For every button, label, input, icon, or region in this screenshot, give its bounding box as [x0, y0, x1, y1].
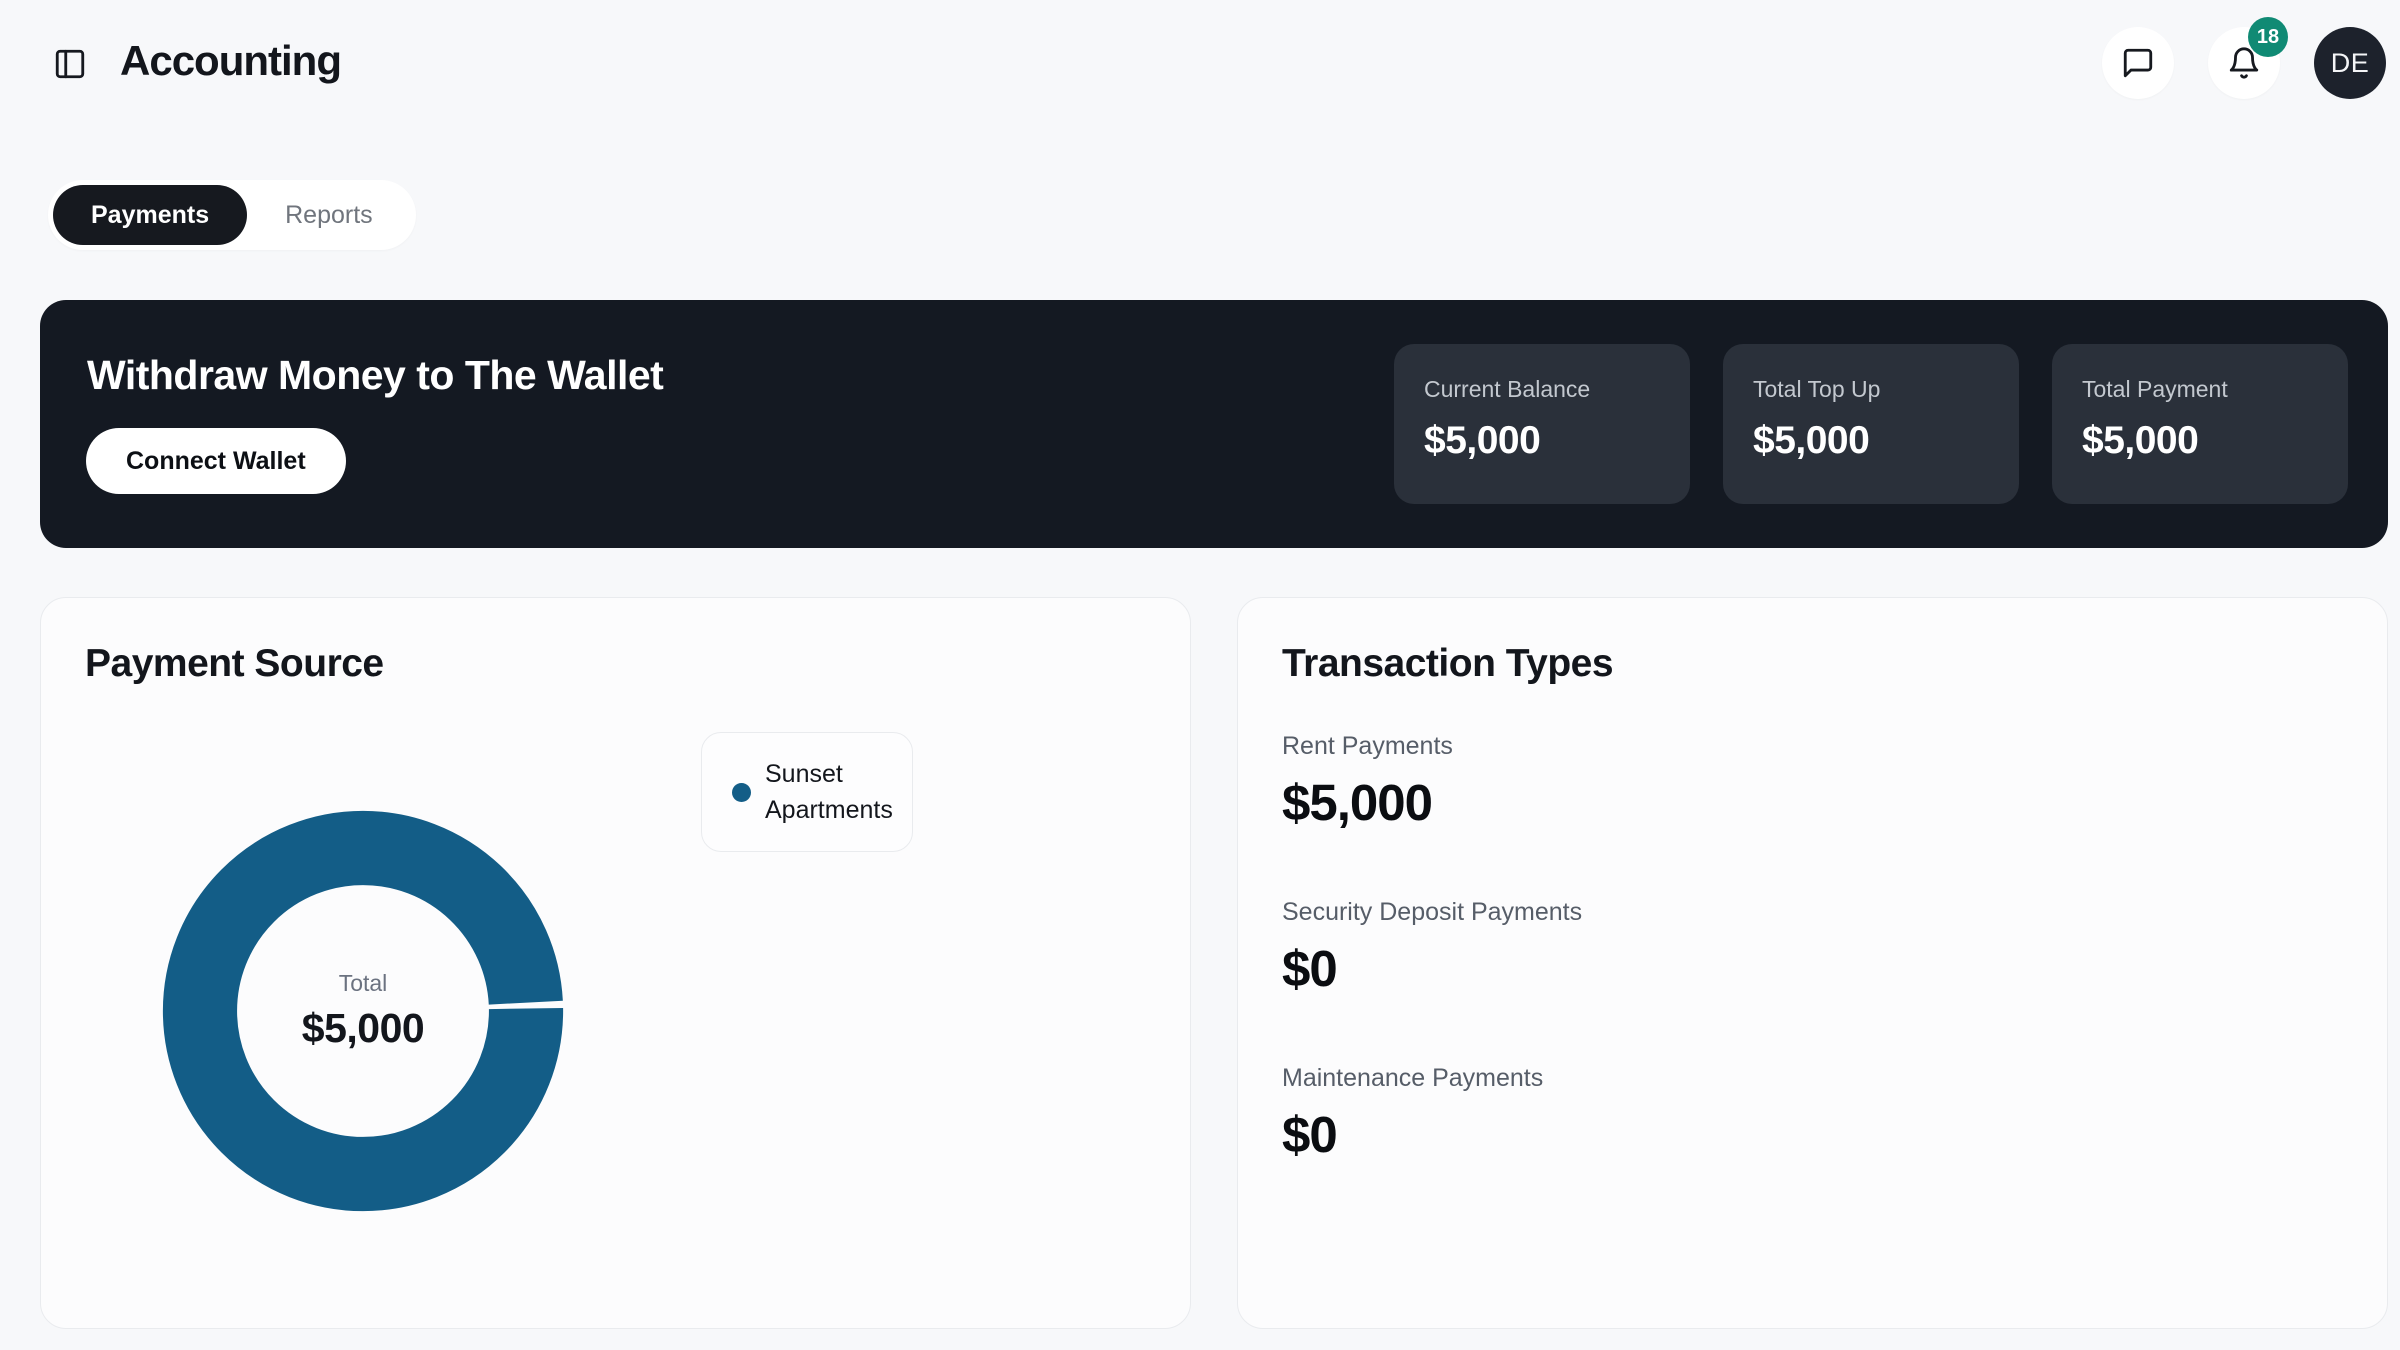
donut-total-value: $5,000 [301, 1005, 425, 1051]
payment-source-card: Payment Source Total $5,000 Sunset Apart… [40, 597, 1191, 1329]
transaction-types-card: Transaction Types Rent Payments $5,000 S… [1237, 597, 2388, 1329]
txn-value: $5,000 [1282, 774, 1433, 831]
tab-bar: Payments Reports [48, 180, 416, 250]
stat-label: Total Payment [2082, 376, 2228, 402]
wallet-banner: Withdraw Money to The Wallet Connect Wal… [40, 300, 2388, 548]
chart-legend: Sunset Apartments [701, 732, 913, 852]
txn-row-rent-payments: Rent Payments $5,000 [1282, 732, 2343, 832]
notifications: 18 [2208, 17, 2288, 99]
notification-badge: 18 [2248, 17, 2288, 57]
chat-bubble-icon [2121, 46, 2155, 80]
payment-source-donut-chart: Total $5,000 [158, 806, 568, 1216]
banner-title: Withdraw Money to The Wallet [87, 352, 664, 398]
sidebar-toggle-button[interactable] [50, 44, 90, 84]
connect-wallet-button[interactable]: Connect Wallet [86, 428, 346, 494]
transaction-type-list: Rent Payments $5,000 Security Deposit Pa… [1282, 732, 2343, 1230]
banner-stats: Current Balance $5,000 Total Top Up $5,0… [1394, 344, 2348, 504]
payment-source-title: Payment Source [85, 642, 384, 685]
header: Accounting 18 [0, 0, 2400, 126]
txn-label: Maintenance Payments [1282, 1064, 1544, 1092]
legend-label: Sunset Apartments [765, 759, 893, 824]
avatar[interactable]: DE [2314, 27, 2386, 99]
stat-label: Current Balance [1424, 376, 1591, 402]
stat-value: $5,000 [1753, 419, 1870, 462]
donut-center: Total $5,000 [158, 806, 568, 1216]
txn-row-security-deposit-payments: Security Deposit Payments $0 [1282, 898, 2343, 998]
txn-value: $0 [1282, 940, 1338, 997]
page-title: Accounting [120, 37, 342, 84]
tab-payments[interactable]: Payments [53, 185, 248, 245]
txn-row-maintenance-payments: Maintenance Payments $0 [1282, 1064, 2343, 1164]
stat-value: $5,000 [2082, 419, 2199, 462]
legend-dot-icon [732, 782, 751, 802]
donut-segment-sunset-apartments[interactable] [162, 810, 564, 1212]
txn-label: Security Deposit Payments [1282, 898, 1583, 926]
messages-button[interactable] [2102, 27, 2174, 99]
donut-total-label: Total [338, 970, 388, 996]
bell-icon [2227, 46, 2261, 80]
tab-reports[interactable]: Reports [247, 185, 411, 245]
txn-value: $0 [1282, 1106, 1338, 1163]
stat-value: $5,000 [1424, 419, 1541, 462]
stat-label: Total Top Up [1753, 376, 1881, 402]
stat-card-current-balance: Current Balance $5,000 [1394, 344, 1690, 504]
header-actions: 18 DE [2102, 17, 2386, 99]
stat-card-total-payment: Total Payment $5,000 [2052, 344, 2348, 504]
transaction-types-title: Transaction Types [1282, 642, 1614, 685]
panel-left-icon [53, 47, 87, 81]
stat-card-total-top-up: Total Top Up $5,000 [1723, 344, 2019, 504]
txn-label: Rent Payments [1282, 732, 1453, 760]
